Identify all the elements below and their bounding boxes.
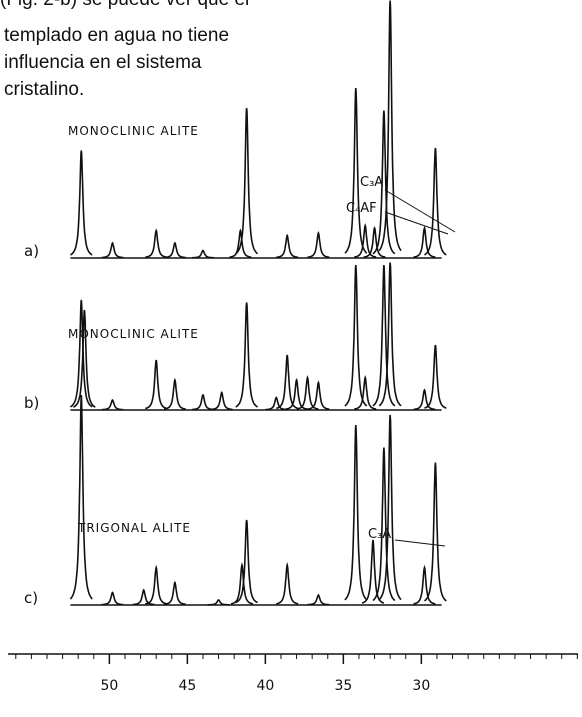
peak: [307, 230, 330, 259]
peak: [424, 344, 447, 409]
caption: cristalino.: [4, 79, 84, 100]
peak: [265, 396, 288, 411]
pattern-label: a): [24, 242, 39, 260]
peak: [413, 388, 436, 411]
pattern-name: TRIGONAL ALITE: [77, 521, 191, 535]
peak: [413, 225, 436, 258]
peak: [145, 228, 168, 258]
peak: [344, 424, 368, 601]
peak: [235, 302, 258, 408]
peak: [132, 588, 155, 606]
peak: [101, 241, 124, 259]
peak: [229, 228, 252, 258]
peak: [164, 377, 186, 410]
peak: [344, 264, 368, 407]
x-tick-label: 30: [412, 678, 430, 694]
peak: [424, 462, 447, 602]
peak: [413, 564, 436, 605]
x-tick-label: 35: [334, 678, 352, 694]
peak: [73, 309, 96, 408]
peak: [235, 107, 259, 255]
x-tick-label: 40: [256, 678, 274, 694]
peak: [145, 564, 168, 605]
peak: [372, 264, 396, 407]
peak: [307, 380, 330, 410]
peak: [145, 359, 168, 410]
peak: [69, 394, 93, 600]
peak: [101, 398, 124, 411]
peak: [378, 414, 402, 601]
peak: [372, 110, 396, 255]
peak: [354, 374, 377, 410]
peak: [378, 262, 402, 407]
peak: [361, 539, 385, 604]
peak: [191, 393, 215, 411]
peak: [354, 222, 377, 258]
caption: templado en agua no tiene: [4, 25, 229, 46]
peak: [207, 599, 230, 606]
pattern-label: b): [24, 394, 39, 412]
peak: [363, 226, 386, 258]
caption: influencia en el sistema: [4, 52, 202, 73]
peak: [296, 374, 319, 410]
leader: [384, 189, 456, 233]
peak: [163, 580, 187, 606]
annotation: C₄AF: [346, 201, 377, 216]
annotation: C₃A: [360, 175, 383, 190]
peak: [307, 593, 330, 606]
peak: [70, 150, 93, 256]
peak: [163, 241, 187, 259]
peak: [210, 390, 233, 411]
peak: [378, 0, 402, 252]
pattern-label: c): [24, 589, 38, 607]
leader: [394, 539, 446, 547]
peak: [235, 519, 259, 604]
pattern-name: MONOCLINIC ALITE: [68, 124, 199, 138]
peak: [69, 299, 93, 408]
peak: [276, 354, 299, 410]
x-tick-label: 45: [178, 678, 196, 694]
peak: [372, 447, 396, 602]
peak: [285, 378, 308, 410]
peak: [230, 561, 254, 605]
peak: [192, 249, 214, 259]
peak: [276, 233, 299, 259]
peak: [101, 591, 124, 606]
caption: (Fig. 2-b) se puede ver que el: [0, 0, 249, 10]
peak: [344, 87, 368, 254]
leader: [384, 211, 449, 235]
x-tick-label: 50: [100, 678, 118, 694]
peak: [276, 561, 299, 605]
pattern-name: MONOCLINIC ALITE: [68, 327, 199, 341]
peak: [424, 147, 447, 256]
